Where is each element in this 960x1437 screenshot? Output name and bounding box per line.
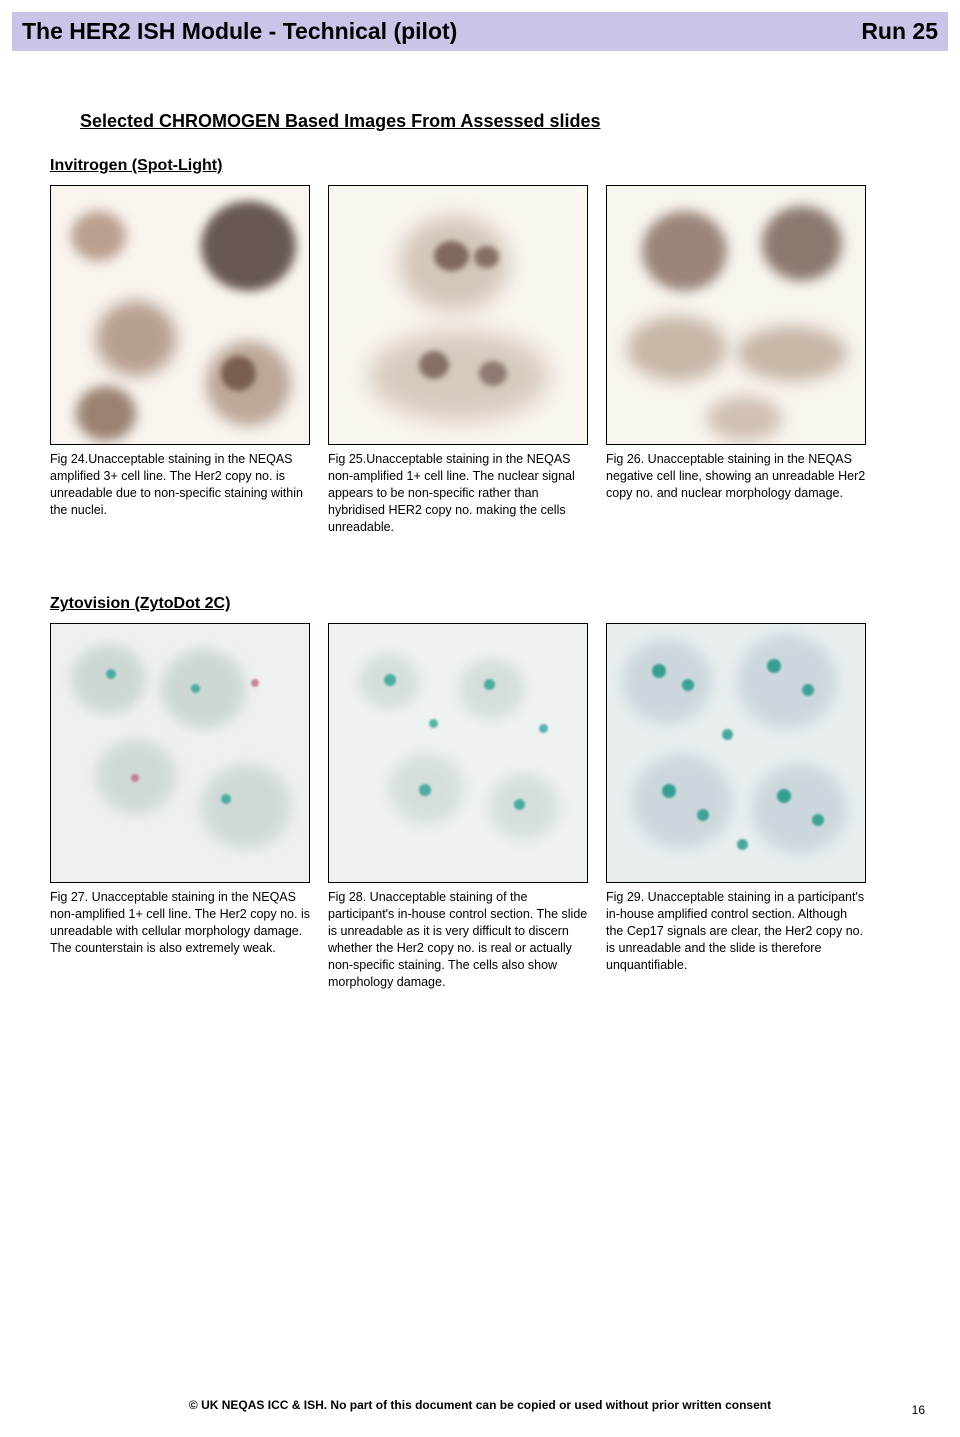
subsection-title: Zytovision (ZytoDot 2C) bbox=[50, 595, 920, 613]
page-number: 16 bbox=[912, 1403, 925, 1417]
footer-copyright: © UK NEQAS ICC & ISH. No part of this do… bbox=[0, 1398, 960, 1412]
header-title: The HER2 ISH Module - Technical (pilot) bbox=[22, 18, 457, 45]
micrograph-image bbox=[50, 623, 310, 883]
figure-caption: Fig 26. Unacceptable staining in the NEQ… bbox=[606, 451, 866, 502]
figure-caption: Fig 24.Unacceptable staining in the NEQA… bbox=[50, 451, 310, 519]
header-run: Run 25 bbox=[861, 18, 938, 45]
micrograph-image bbox=[328, 623, 588, 883]
page-content: Selected CHROMOGEN Based Images From Ass… bbox=[0, 51, 960, 991]
figure-caption: Fig 27. Unacceptable staining in the NEQ… bbox=[50, 889, 310, 957]
figure-row: Fig 24.Unacceptable staining in the NEQA… bbox=[40, 185, 920, 535]
figure: Fig 27. Unacceptable staining in the NEQ… bbox=[50, 623, 310, 990]
figure: Fig 25.Unacceptable staining in the NEQA… bbox=[328, 185, 588, 535]
micrograph-image bbox=[328, 185, 588, 445]
figure-caption: Fig 29. Unacceptable staining in a parti… bbox=[606, 889, 866, 973]
figure: Fig 24.Unacceptable staining in the NEQA… bbox=[50, 185, 310, 535]
micrograph-image bbox=[606, 185, 866, 445]
figure-caption: Fig 25.Unacceptable staining in the NEQA… bbox=[328, 451, 588, 535]
micrograph-image bbox=[606, 623, 866, 883]
figure: Fig 26. Unacceptable staining in the NEQ… bbox=[606, 185, 866, 535]
section-title: Selected CHROMOGEN Based Images From Ass… bbox=[80, 111, 920, 132]
micrograph-image bbox=[50, 185, 310, 445]
figure-caption: Fig 28. Unacceptable staining of the par… bbox=[328, 889, 588, 990]
figure: Fig 29. Unacceptable staining in a parti… bbox=[606, 623, 866, 990]
subsection-title: Invitrogen (Spot-Light) bbox=[50, 157, 920, 175]
figure-row: Fig 27. Unacceptable staining in the NEQ… bbox=[40, 623, 920, 990]
figure: Fig 28. Unacceptable staining of the par… bbox=[328, 623, 588, 990]
header-bar: The HER2 ISH Module - Technical (pilot) … bbox=[12, 12, 948, 51]
